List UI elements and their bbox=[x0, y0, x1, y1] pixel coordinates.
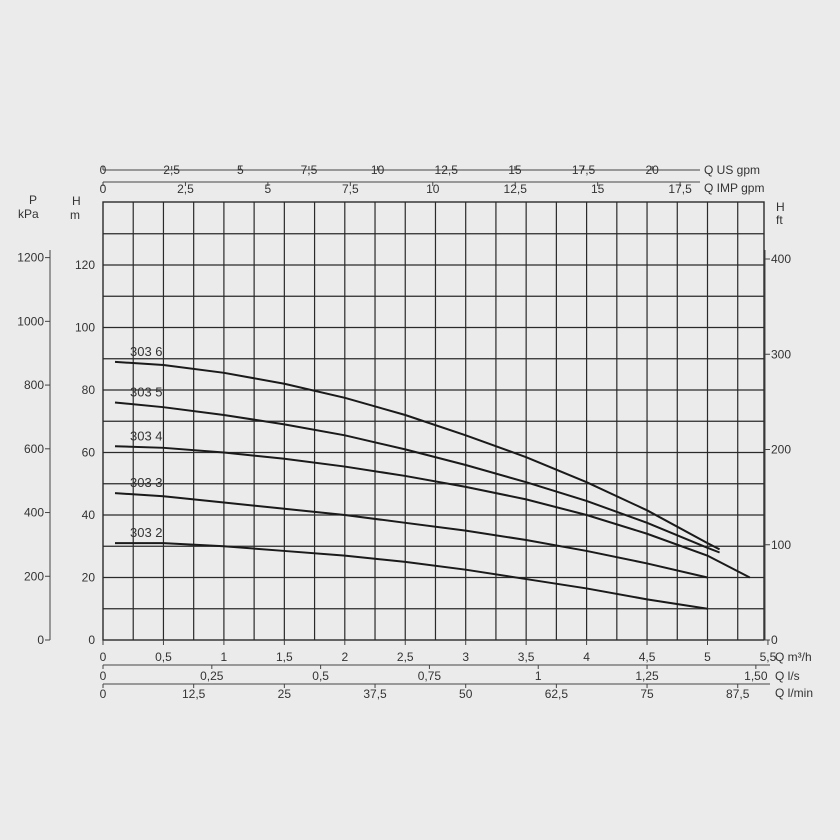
p-axis-label-p: P bbox=[29, 193, 37, 207]
chart-grid bbox=[103, 202, 764, 640]
x-tick-label: 1 bbox=[221, 650, 228, 664]
y-tick-label: 60 bbox=[82, 446, 96, 460]
ft-axis-label-ft: ft bbox=[776, 213, 783, 227]
chart-axis-labels: Q m³/h Q US gpm Q IMP gpm Q l/s Q l/min … bbox=[18, 163, 813, 700]
bottom2-tick-label: 0,75 bbox=[418, 669, 442, 683]
x-tick-label: 0,5 bbox=[155, 650, 172, 664]
y-tick-label: 80 bbox=[82, 383, 96, 397]
curve-label: 303 6 bbox=[130, 344, 163, 359]
curve-label: 303 2 bbox=[130, 525, 163, 540]
curve-line bbox=[114, 360, 721, 551]
top2-axis-label: Q IMP gpm bbox=[704, 181, 764, 195]
x-tick-label: 3 bbox=[462, 650, 469, 664]
top1-tick-label: 5 bbox=[237, 163, 244, 177]
x-tick-label: 3,5 bbox=[518, 650, 535, 664]
top1-tick-label: 17,5 bbox=[572, 163, 596, 177]
y-tick-label: 20 bbox=[82, 571, 96, 585]
bottom2-axis-label: Q l/s bbox=[775, 669, 800, 683]
top1-tick-label: 20 bbox=[646, 163, 660, 177]
top1-tick-label: 7,5 bbox=[301, 163, 318, 177]
bottom3-tick-label: 50 bbox=[459, 687, 473, 701]
x-tick-label: 2,5 bbox=[397, 650, 414, 664]
y-tick-label: 100 bbox=[75, 321, 95, 335]
bottom3-tick-label: 75 bbox=[640, 687, 654, 701]
top2-tick-label: 7,5 bbox=[342, 182, 359, 196]
ft-tick-label: 200 bbox=[771, 443, 791, 457]
top1-tick-label: 0 bbox=[100, 163, 107, 177]
p-tick-label: 400 bbox=[24, 506, 44, 520]
x-tick-label: 4,5 bbox=[639, 650, 656, 664]
bottom3-tick-label: 12,5 bbox=[182, 687, 206, 701]
curve-line bbox=[115, 542, 708, 610]
bottom3-tick-label: 62,5 bbox=[545, 687, 569, 701]
p-tick-label: 200 bbox=[24, 569, 44, 583]
top1-axis-label: Q US gpm bbox=[704, 163, 760, 177]
chart-tick-labels: 0 0,5 1 1,5 2 2,5 3 3,5 4 4,5 5 5,50204060801001200… bbox=[17, 163, 791, 701]
x-axis-label: Q m³/h bbox=[775, 650, 812, 664]
ft-tick-label: 0 bbox=[771, 633, 778, 647]
bottom3-tick-label: 87,5 bbox=[726, 687, 750, 701]
top2-tick-label: 0 bbox=[100, 182, 107, 196]
y-tick-label: 0 bbox=[88, 633, 95, 647]
p-tick-label: 1000 bbox=[17, 314, 44, 328]
top1-tick-label: 15 bbox=[508, 163, 522, 177]
p-tick-label: 0 bbox=[37, 633, 44, 647]
curve-line bbox=[114, 401, 720, 554]
ft-axis-label-h: H bbox=[776, 200, 785, 214]
curve-label: 303 3 bbox=[130, 475, 163, 490]
bottom3-tick-label: 37,5 bbox=[363, 687, 387, 701]
x-tick-label: 5,5 bbox=[760, 650, 777, 664]
chart-axes bbox=[45, 166, 770, 688]
p-tick-label: 800 bbox=[24, 378, 44, 392]
top1-tick-label: 10 bbox=[371, 163, 385, 177]
top2-tick-label: 15 bbox=[591, 182, 605, 196]
curve-line bbox=[114, 492, 708, 579]
curve-label: 303 4 bbox=[130, 428, 163, 443]
curve-label: 303 5 bbox=[130, 385, 163, 400]
top2-tick-label: 5 bbox=[265, 182, 272, 196]
p-axis-label-kpa: kPa bbox=[18, 207, 39, 221]
bottom2-tick-label: 0,25 bbox=[200, 669, 224, 683]
top2-tick-label: 10 bbox=[426, 182, 440, 196]
bottom2-tick-label: 0,5 bbox=[312, 669, 329, 683]
bottom2-tick-label: 1 bbox=[535, 669, 542, 683]
x-tick-label: 2 bbox=[341, 650, 348, 664]
curve-line bbox=[114, 445, 751, 579]
ft-tick-label: 100 bbox=[771, 538, 791, 552]
x-tick-label: 1,5 bbox=[276, 650, 293, 664]
p-tick-label: 600 bbox=[24, 442, 44, 456]
x-tick-label: 4 bbox=[583, 650, 590, 664]
bottom2-tick-label: 1,25 bbox=[635, 669, 659, 683]
y-axis-label-h: H bbox=[72, 194, 81, 208]
bottom2-tick-label: 0 bbox=[100, 669, 107, 683]
top2-tick-label: 17,5 bbox=[668, 182, 692, 196]
x-tick-label: 5 bbox=[704, 650, 711, 664]
top1-tick-label: 12,5 bbox=[435, 163, 459, 177]
y-tick-label: 120 bbox=[75, 258, 95, 272]
y-tick-label: 40 bbox=[82, 508, 96, 522]
p-tick-label: 1200 bbox=[17, 251, 44, 265]
x-tick-label: 0 bbox=[100, 650, 107, 664]
bottom3-tick-label: 0 bbox=[100, 687, 107, 701]
ft-tick-label: 400 bbox=[771, 252, 791, 266]
y-axis-label-m: m bbox=[70, 208, 80, 222]
bottom3-tick-label: 25 bbox=[278, 687, 292, 701]
top2-tick-label: 12,5 bbox=[504, 182, 528, 196]
chart-series: 303 6 303 5 303 4 303 3 303 2 bbox=[114, 344, 751, 610]
top2-tick-label: 2,5 bbox=[177, 182, 194, 196]
bottom3-axis-label: Q l/min bbox=[775, 686, 813, 700]
top1-tick-label: 2,5 bbox=[163, 163, 180, 177]
ft-tick-label: 300 bbox=[771, 347, 791, 361]
plot-frame bbox=[102, 201, 765, 641]
bottom2-tick-label: 1,50 bbox=[744, 669, 768, 683]
